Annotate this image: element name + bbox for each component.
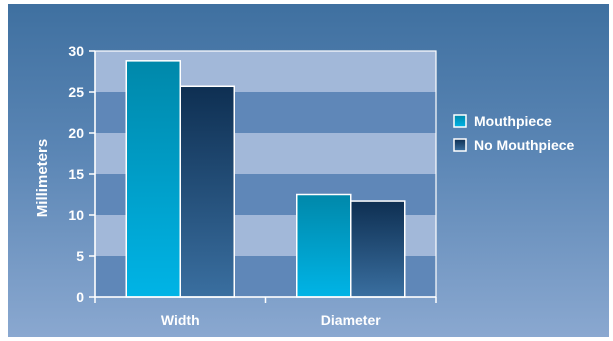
y-tick-label: 20 <box>68 125 84 141</box>
bar-no-mouthpiece-width <box>179 85 235 298</box>
chart-panel: 0 5 10 15 20 25 30 Width Diameter Millimeters M… <box>8 4 609 337</box>
y-tick-label: 15 <box>68 166 84 182</box>
legend-label: No Mouthpiece <box>474 137 575 153</box>
x-tick-label: Diameter <box>321 312 381 328</box>
y-tick-label: 25 <box>68 84 84 100</box>
legend: Mouthpiece No Mouthpiece <box>453 113 575 153</box>
bar-mouthpiece-width <box>125 60 181 298</box>
axes <box>89 50 437 303</box>
bar-mouthpiece-diameter <box>296 193 352 298</box>
legend-label: Mouthpiece <box>474 113 552 129</box>
x-tick-labels: Width Diameter <box>161 312 381 328</box>
y-tick-labels: 0 5 10 15 20 25 30 <box>68 43 84 305</box>
y-axis-title: Millimeters <box>34 139 51 217</box>
bars <box>125 60 406 298</box>
y-tick-label: 10 <box>68 207 84 223</box>
legend-swatch-no-mouthpiece <box>453 138 467 152</box>
bar-no-mouthpiece-diameter <box>350 200 406 298</box>
y-tick-label: 5 <box>76 248 84 264</box>
y-tick-label: 0 <box>76 289 84 305</box>
y-tick-label: 30 <box>68 43 84 59</box>
bar-chart: 0 5 10 15 20 25 30 Width Diameter Millimeters M… <box>34 43 575 328</box>
legend-swatch-mouthpiece <box>453 114 467 128</box>
x-tick-label: Width <box>161 312 200 328</box>
